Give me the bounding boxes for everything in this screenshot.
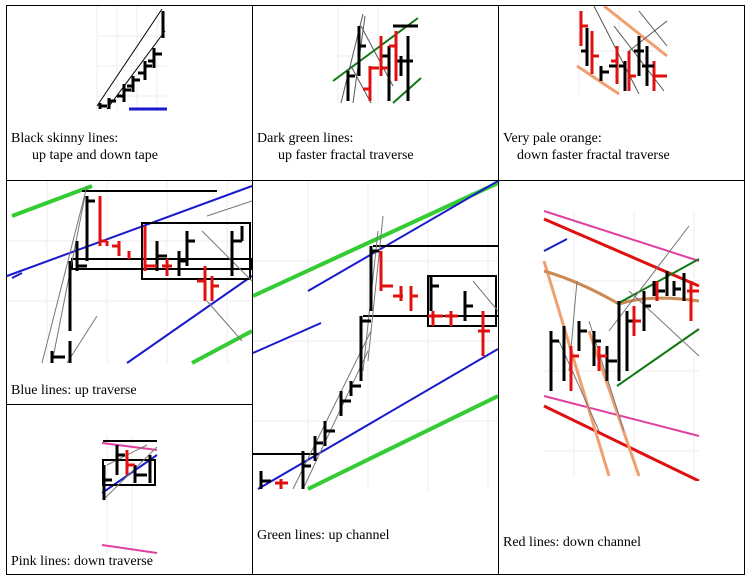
chart-blue-lines bbox=[7, 181, 252, 365]
caption-black-lines: Black skinny lines: up tape and down tap… bbox=[11, 130, 158, 164]
chart-pink-lines bbox=[101, 435, 158, 555]
caption-darkgreen-line1: Dark green lines: bbox=[257, 131, 354, 146]
chart-darkgreen-lines bbox=[332, 6, 422, 104]
caption-black-line2: up tape and down tape bbox=[32, 148, 158, 163]
caption-pink-lines: Pink lines: down traverse bbox=[11, 553, 153, 570]
caption-green-lines: Green lines: up channel bbox=[257, 527, 390, 544]
caption-red-line1: Red lines: down channel bbox=[503, 535, 642, 550]
caption-pink-line1: Pink lines: down traverse bbox=[11, 554, 153, 569]
chart-green-lines bbox=[253, 181, 498, 491]
caption-darkgreen-lines: Dark green lines: up faster fractal trav… bbox=[257, 130, 414, 164]
caption-darkgreen-line2: up faster fractal traverse bbox=[278, 148, 414, 163]
chart-black-lines bbox=[96, 6, 167, 111]
chart-red-lines bbox=[542, 210, 700, 481]
caption-blue-lines: Blue lines: up traverse bbox=[11, 382, 137, 399]
panel-pink-lines: Pink lines: down traverse bbox=[6, 404, 253, 575]
panel-red-lines: Red lines: down channel bbox=[498, 180, 745, 575]
caption-black-line1: Black skinny lines: bbox=[11, 131, 119, 146]
panel-orange-lines: Very pale orange: down faster fractal tr… bbox=[498, 5, 745, 181]
caption-orange-lines: Very pale orange: down faster fractal tr… bbox=[503, 130, 670, 164]
caption-orange-line2: down faster fractal traverse bbox=[517, 148, 670, 163]
caption-blue-line1: Blue lines: up traverse bbox=[11, 383, 137, 398]
panel-black-lines: Black skinny lines: up tape and down tap… bbox=[6, 5, 253, 181]
panel-green-lines: Green lines: up channel bbox=[252, 180, 499, 575]
panel-darkgreen-lines: Dark green lines: up faster fractal trav… bbox=[252, 5, 499, 181]
caption-green-line1: Green lines: up channel bbox=[257, 528, 390, 543]
caption-orange-line1: Very pale orange: bbox=[503, 131, 602, 146]
chart-orange-lines bbox=[576, 6, 669, 96]
caption-red-lines: Red lines: down channel bbox=[503, 534, 641, 551]
panel-blue-lines: Blue lines: up traverse bbox=[6, 180, 253, 405]
